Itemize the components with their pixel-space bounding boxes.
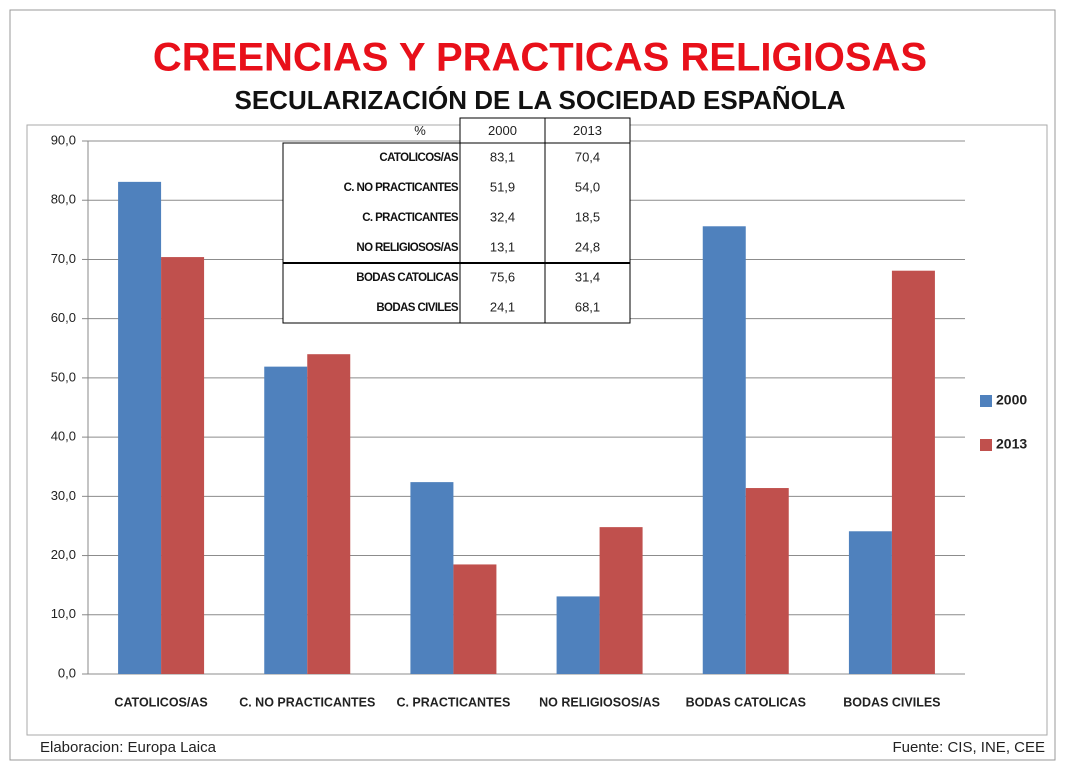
chart-subtitle: SECULARIZACIÓN DE LA SOCIEDAD ESPAÑOLA — [234, 85, 845, 115]
bar — [745, 488, 789, 674]
bar — [453, 564, 497, 674]
table-cell: 24,8 — [575, 239, 600, 254]
bar — [118, 181, 162, 674]
table-cell: 13,1 — [490, 239, 515, 254]
x-tick-label: CATOLICOS/AS — [114, 695, 207, 709]
table-cell: 18,5 — [575, 209, 600, 224]
table-cell: 54,0 — [575, 179, 600, 194]
y-tick-label: 30,0 — [51, 488, 76, 503]
chart-title: CREENCIAS Y PRACTICAS RELIGIOSAS — [153, 36, 927, 80]
legend-swatch — [980, 439, 992, 451]
table-cell: 24,1 — [490, 299, 515, 314]
x-tick-label: NO RELIGIOSOS/AS — [539, 695, 660, 709]
table-cell: 68,1 — [575, 299, 600, 314]
table-cell: 51,9 — [490, 179, 515, 194]
table-cell: 31,4 — [575, 269, 600, 284]
y-tick-label: 50,0 — [51, 369, 76, 384]
table-header: 2013 — [573, 123, 602, 138]
table-cell: 75,6 — [490, 269, 515, 284]
table-bg — [282, 142, 631, 324]
table-cell: 83,1 — [490, 149, 515, 164]
y-tick-label: 0,0 — [58, 665, 76, 680]
legend-swatch — [980, 395, 992, 407]
bar — [161, 257, 205, 674]
y-tick-label: 80,0 — [51, 192, 76, 207]
x-tick-label: BODAS CATOLICAS — [686, 695, 806, 709]
legend-label: 2000 — [996, 392, 1027, 408]
bar — [848, 531, 892, 674]
table-row-label: BODAS CIVILES — [376, 302, 459, 314]
table-row-label: NO RELIGIOSOS/AS — [356, 242, 459, 254]
bar — [599, 527, 643, 674]
y-tick-label: 70,0 — [51, 251, 76, 266]
y-tick-label: 90,0 — [51, 132, 76, 147]
table-row-label: C. PRACTICANTES — [362, 212, 459, 224]
legend-label: 2013 — [996, 436, 1027, 452]
table-row-label: C. NO PRACTICANTES — [344, 182, 459, 194]
bar — [891, 270, 935, 674]
table-header: % — [414, 123, 426, 138]
y-tick-label: 40,0 — [51, 429, 76, 444]
bar — [702, 226, 746, 674]
table-row-label: BODAS CATOLICAS — [356, 272, 459, 284]
bar — [410, 482, 454, 674]
bar — [264, 366, 308, 674]
x-tick-label: BODAS CIVILES — [843, 695, 940, 709]
table-cell: 70,4 — [575, 149, 600, 164]
y-tick-label: 60,0 — [51, 310, 76, 325]
bar — [556, 596, 600, 674]
bar — [307, 354, 351, 674]
x-tick-label: C. PRACTICANTES — [396, 695, 510, 709]
x-tick-label: C. NO PRACTICANTES — [239, 695, 375, 709]
table-cell: 32,4 — [490, 209, 515, 224]
table-header: 2000 — [488, 123, 517, 138]
footer-right: Fuente: CIS, INE, CEE — [892, 739, 1045, 756]
table-row-label: CATOLICOS/AS — [379, 152, 459, 164]
footer-left: Elaboracion: Europa Laica — [40, 739, 217, 756]
y-tick-label: 10,0 — [51, 606, 76, 621]
y-tick-label: 20,0 — [51, 547, 76, 562]
